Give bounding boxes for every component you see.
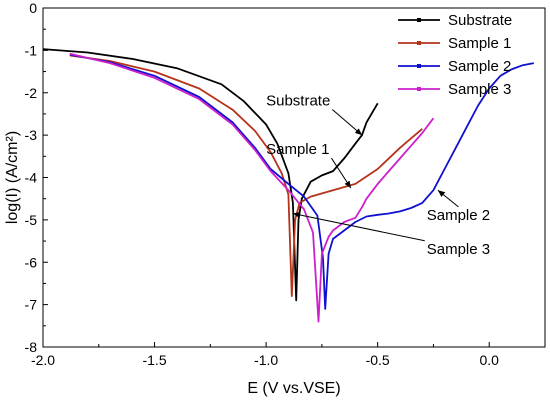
annotation-arrow bbox=[332, 109, 363, 136]
annotation-arrow bbox=[437, 189, 459, 208]
annotation-arrow bbox=[331, 157, 352, 189]
annotation-label: Sample 3 bbox=[427, 241, 490, 258]
y-tick-label: -2 bbox=[25, 85, 38, 101]
legend-label: Substrate bbox=[448, 12, 512, 29]
y-axis-label: log(I) (A/cm²) bbox=[4, 131, 21, 224]
x-tick-label: -1.0 bbox=[254, 352, 278, 368]
x-tick-label: -1.5 bbox=[142, 352, 166, 368]
series-layer bbox=[42, 48, 534, 323]
legend-marker bbox=[417, 64, 421, 68]
legend: Substrate Sample 1 Sample 2 Sample 3 bbox=[398, 12, 512, 98]
x-axis-label: E (V vs.VSE) bbox=[247, 380, 340, 397]
legend-marker bbox=[417, 41, 421, 45]
y-tick-label: -8 bbox=[25, 339, 38, 355]
series-line-substrate bbox=[42, 48, 379, 302]
x-tick-label: -0.5 bbox=[366, 352, 390, 368]
y-tick-label: -6 bbox=[25, 254, 38, 270]
series-line-sample-1 bbox=[69, 54, 423, 298]
legend-label: Sample 3 bbox=[448, 81, 511, 98]
annotation-label: Sample 2 bbox=[427, 207, 490, 224]
legend-label: Sample 2 bbox=[448, 58, 511, 75]
annotation-label: Sample 1 bbox=[266, 141, 329, 158]
legend-label: Sample 1 bbox=[448, 35, 511, 52]
y-tick-label: -4 bbox=[25, 170, 38, 186]
axes-layer: -2.0 -1.5 -1.0 -0.5 0.0 0 -1 -2 -3 -4 -5 -6 -7 -8 bbox=[25, 0, 546, 368]
annotation-layer: Substrate Sample 1 Sample 2 Sample 3 bbox=[266, 92, 490, 257]
y-tick-label: -7 bbox=[25, 297, 38, 313]
legend-marker bbox=[417, 18, 421, 22]
y-tick-label: 0 bbox=[29, 0, 37, 16]
y-tick-label: -3 bbox=[25, 127, 38, 143]
annotation-label: Substrate bbox=[266, 92, 330, 109]
series-line-sample-3 bbox=[69, 52, 435, 323]
x-tick-label: 0.0 bbox=[479, 352, 499, 368]
y-tick-label: -1 bbox=[25, 42, 38, 58]
annotation-arrow bbox=[292, 211, 425, 242]
y-tick-label: -5 bbox=[25, 212, 38, 228]
legend-marker bbox=[417, 87, 421, 91]
x-tick-label: -2.0 bbox=[31, 352, 55, 368]
series-line-sample-2 bbox=[69, 53, 534, 310]
